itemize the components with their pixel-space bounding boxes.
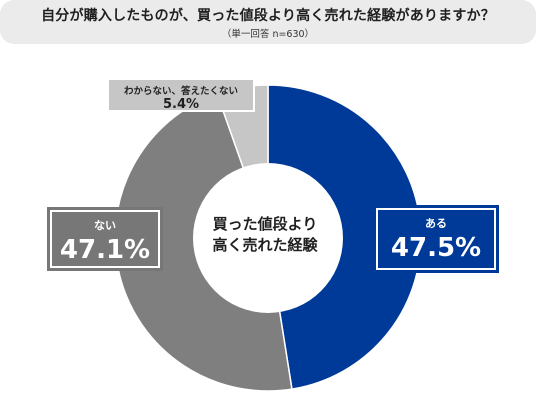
donut-center-label: 買った値段より 高く売れた経験 (205, 214, 325, 256)
value-label-no: 47.1% (59, 235, 151, 265)
center-label-line-1: 買った値段より (212, 215, 318, 233)
chart-subtitle: （単一回答 n=630） (221, 29, 315, 40)
value-label-unknown: 5.4% (162, 97, 200, 112)
center-label-line-2: 高く売れた経験 (212, 236, 318, 254)
category-label-no: ない (94, 219, 116, 232)
category-label-unknown: わからない、答えたくない (123, 86, 238, 97)
data-label-yes: ある 47.5% (373, 205, 499, 273)
category-label-yes: ある (425, 217, 447, 230)
value-label-yes: 47.5% (390, 233, 482, 263)
donut-hole (193, 163, 343, 313)
chart-header: 自分が購入したものが、買った値段より高く売れた経験がありますか？ （単一回答 n… (0, 0, 536, 44)
chart-title: 自分が購入したものが、買った値段より高く売れた経験がありますか？ (41, 8, 495, 24)
data-label-unknown: わからない、答えたくない 5.4% (107, 78, 255, 112)
data-label-no: ない 47.1% (47, 207, 163, 271)
